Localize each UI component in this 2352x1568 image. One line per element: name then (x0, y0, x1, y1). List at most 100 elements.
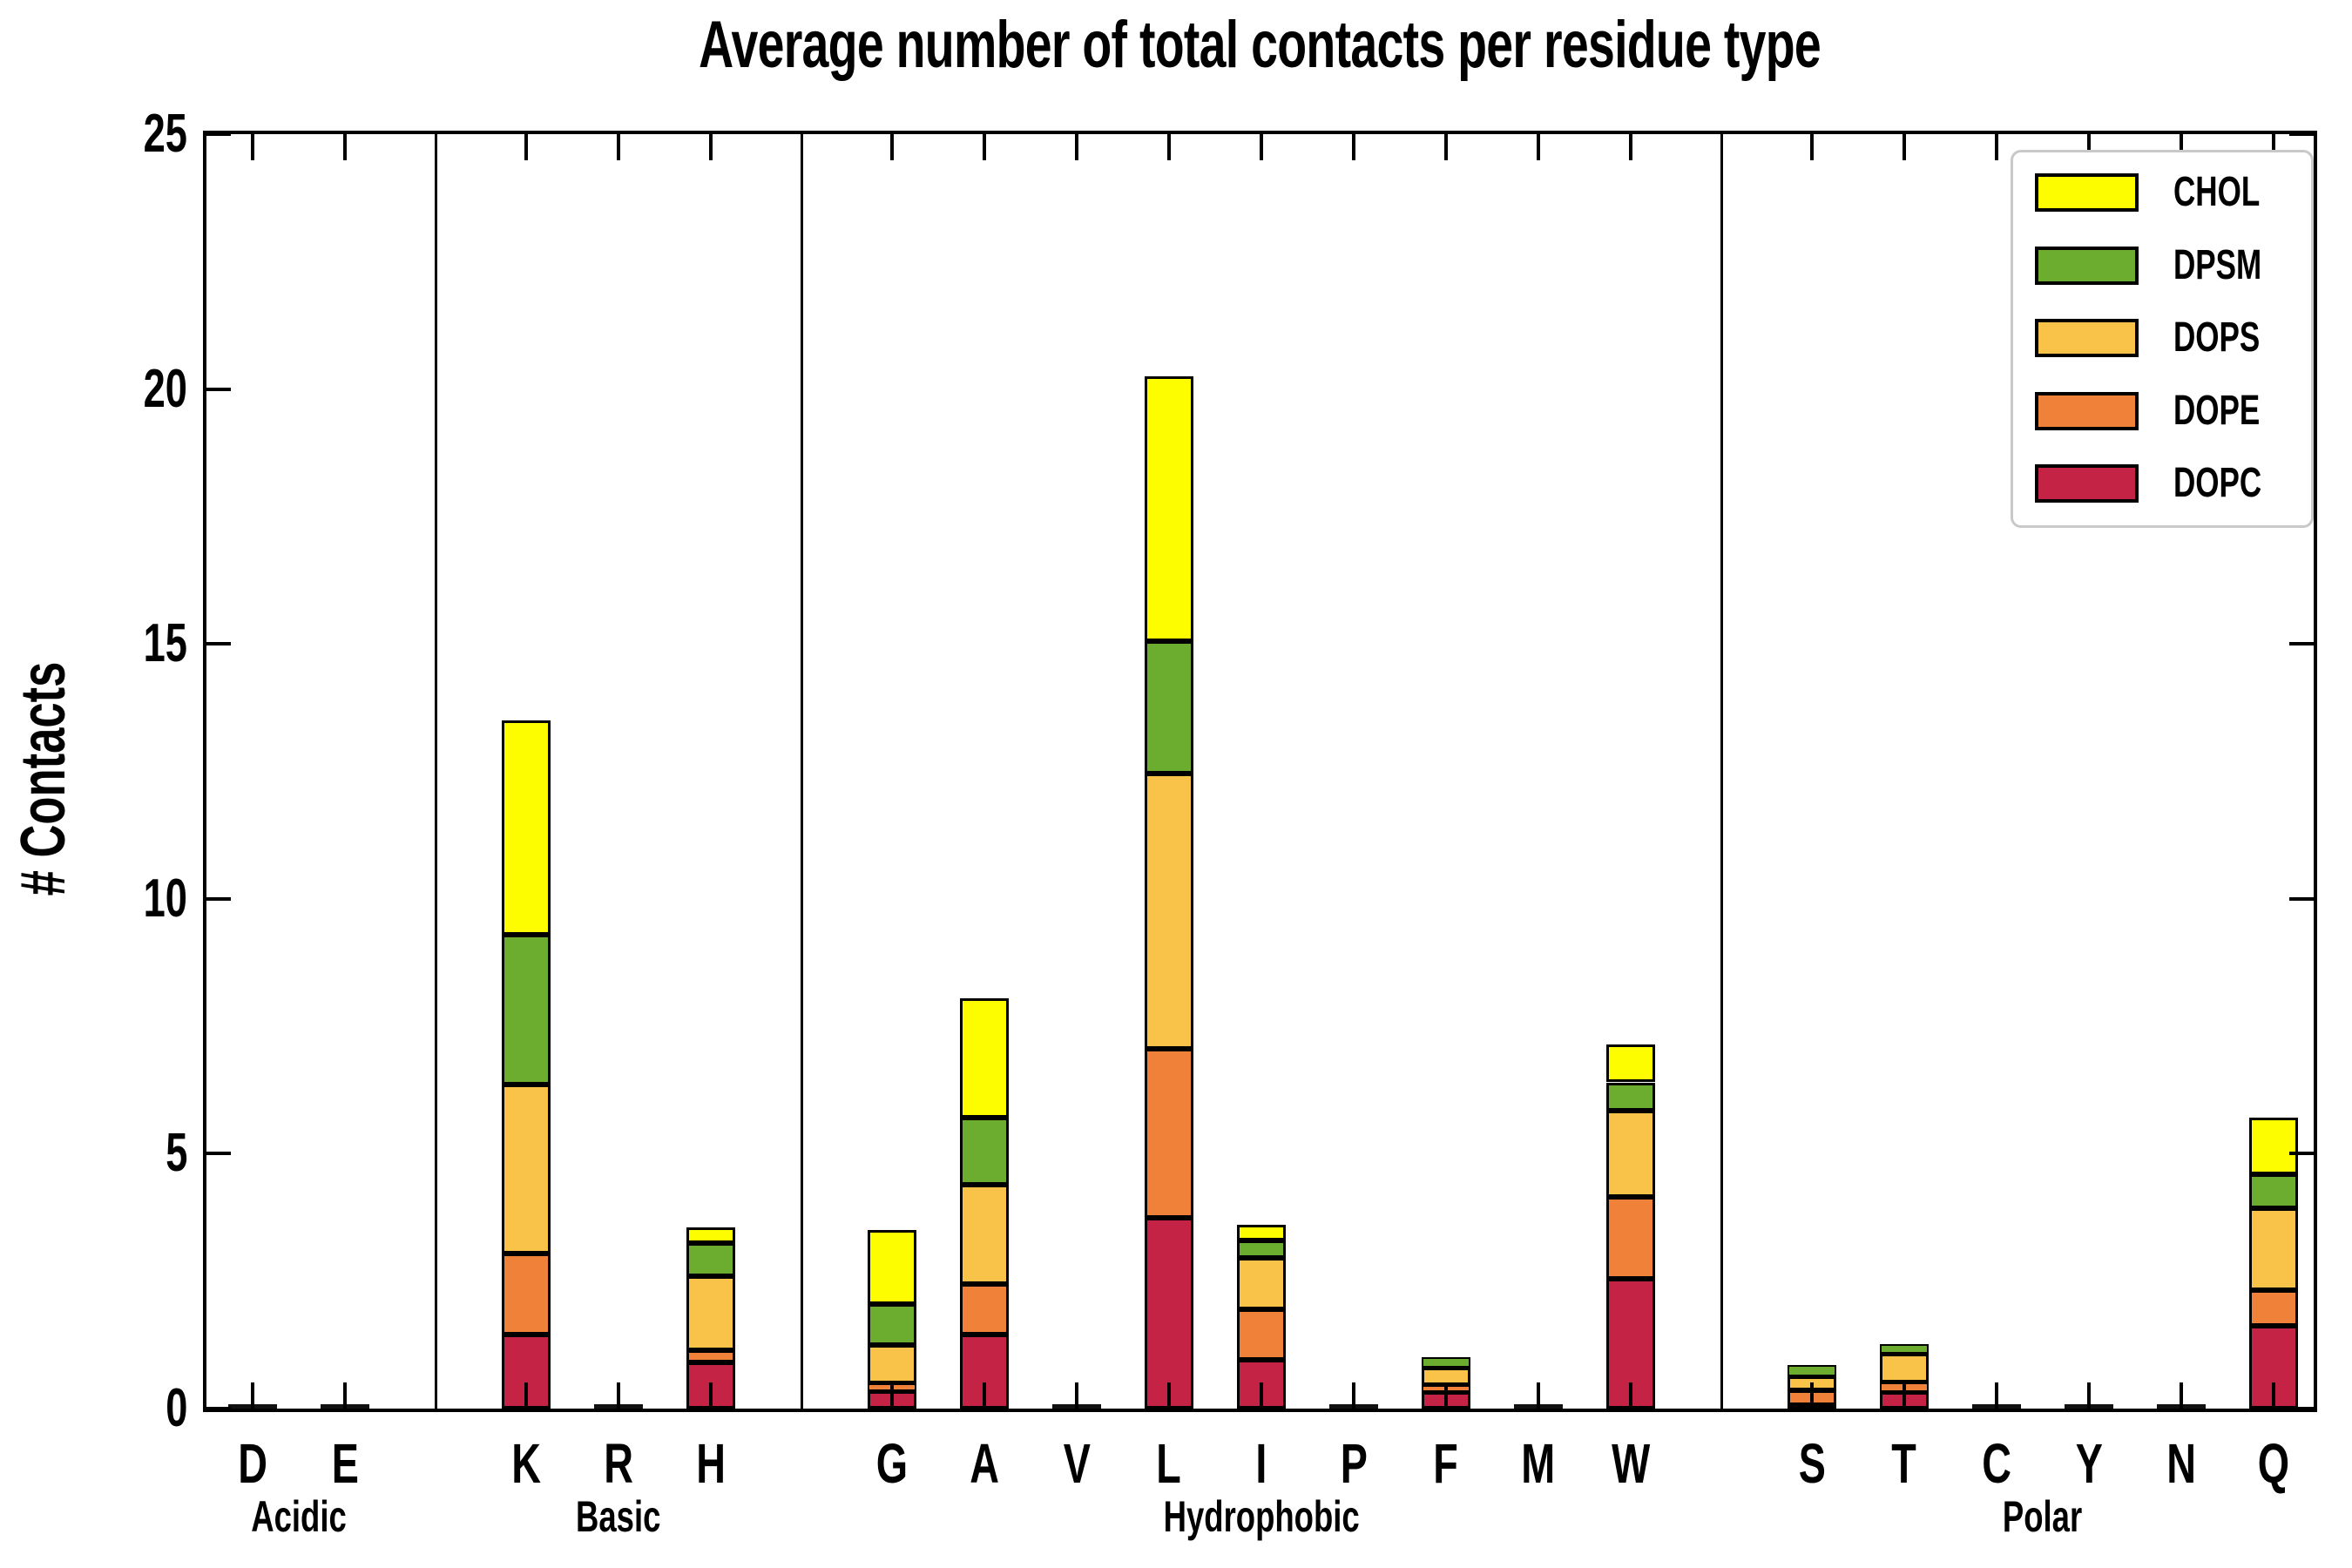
chart-title: Average number of total contacts per res… (206, 7, 2314, 83)
legend-swatch-dopc (2035, 464, 2139, 503)
x-tick-top-R (617, 134, 620, 160)
x-tick-bottom-Y (2087, 1382, 2091, 1409)
bar-F-segment-dpsm (1422, 1357, 1470, 1369)
legend: CHOL DPSM DOPS DOPE DOPC (2011, 150, 2314, 528)
bar-A-segment-dopc (960, 1335, 1009, 1409)
x-tick-label-K: K (478, 1436, 574, 1491)
residue-letter-text: T (1891, 1432, 1917, 1495)
x-tick-label-S: S (1764, 1436, 1860, 1491)
group-separator (434, 134, 437, 1409)
bar-Q-segment-dpsm (2249, 1173, 2298, 1209)
x-tick-bottom-A (983, 1382, 986, 1409)
x-tick-label-I: I (1213, 1436, 1309, 1491)
x-tick-top-I (1260, 134, 1263, 160)
x-tick-bottom-C (1995, 1382, 1998, 1409)
x-tick-bottom-K (524, 1382, 528, 1409)
y-tick-label-text: 15 (143, 613, 187, 674)
residue-letter-text: V (1063, 1432, 1091, 1495)
bar-W-segment-chol (1606, 1044, 1655, 1083)
group-label-text: Acidic (251, 1492, 347, 1541)
y-tick-left-15 (206, 642, 231, 646)
x-tick-label-E: E (297, 1436, 393, 1491)
y-tick-label-text: 0 (165, 1378, 187, 1438)
y-tick-label-text: 10 (143, 868, 187, 929)
legend-label-chol: CHOL (2173, 172, 2292, 213)
residue-letter-text: P (1340, 1432, 1368, 1495)
group-label-text: Polar (2003, 1492, 2083, 1541)
x-tick-top-E (343, 134, 347, 160)
group-label-basic: Basic (436, 1495, 801, 1538)
x-tick-label-P: P (1306, 1436, 1402, 1491)
residue-letter-text: W (1611, 1432, 1651, 1495)
bar-I-segment-dops (1237, 1258, 1286, 1309)
group-separator (800, 134, 803, 1409)
y-tick-left-0 (206, 1407, 231, 1410)
group-label-polar: Polar (1860, 1495, 2226, 1538)
x-tick-label-Y: Y (2041, 1436, 2137, 1491)
bar-H-segment-dope (686, 1349, 735, 1363)
residue-letter-text: I (1255, 1432, 1267, 1495)
x-tick-label-A: A (936, 1436, 1032, 1491)
x-tick-bottom-Q (2272, 1382, 2275, 1409)
y-tick-label-20: 20 (0, 362, 187, 416)
x-tick-label-C: C (1949, 1436, 2044, 1491)
bar-H-segment-dops (686, 1275, 735, 1350)
x-tick-top-A (983, 134, 986, 160)
x-tick-top-T (1903, 134, 1906, 160)
residue-letter-text: E (331, 1432, 359, 1495)
x-tick-bottom-P (1352, 1382, 1355, 1409)
x-tick-bottom-L (1167, 1382, 1171, 1409)
x-tick-label-D: D (205, 1436, 301, 1491)
residue-letter-text: C (1982, 1432, 2011, 1495)
y-tick-label-25: 25 (0, 107, 187, 161)
bar-L-segment-dope (1145, 1049, 1193, 1218)
y-tick-label-15: 15 (0, 617, 187, 671)
y-tick-left-20 (206, 387, 231, 391)
y-tick-right-25 (2289, 132, 2314, 136)
bar-G-segment-dpsm (868, 1304, 916, 1345)
x-tick-top-G (890, 134, 894, 160)
legend-row-chol: CHOL (2013, 172, 2311, 213)
y-tick-right-0 (2289, 1407, 2314, 1410)
group-separator (1720, 134, 1723, 1409)
legend-label-dpsm: DPSM (2173, 244, 2295, 287)
y-tick-label-text: 25 (143, 104, 187, 164)
bar-Q-segment-dops (2249, 1208, 2298, 1290)
x-tick-top-L (1167, 134, 1171, 160)
bar-Q-segment-dope (2249, 1289, 2298, 1326)
legend-label-dopc: DOPC (2173, 463, 2295, 504)
legend-label-dops: DOPS (2173, 317, 2292, 359)
y-tick-left-5 (206, 1152, 231, 1156)
bar-L-segment-dpsm (1145, 641, 1193, 774)
x-tick-bottom-F (1444, 1382, 1448, 1409)
residue-letter-text: L (1156, 1432, 1182, 1495)
y-tick-right-15 (2289, 642, 2314, 646)
x-tick-top-W (1629, 134, 1632, 160)
y-tick-right-5 (2289, 1152, 2314, 1156)
bar-K-segment-dpsm (502, 934, 551, 1085)
bar-H-segment-dpsm (686, 1242, 735, 1276)
residue-letter-text: A (970, 1432, 999, 1495)
legend-swatch-dope (2035, 391, 2139, 430)
residue-letter-text: Q (2257, 1432, 2290, 1495)
legend-row-dopc: DOPC (2013, 463, 2311, 504)
residue-letter-text: Y (2075, 1432, 2103, 1495)
bar-I-segment-dpsm (1237, 1240, 1286, 1259)
legend-row-dope: DOPE (2013, 387, 2311, 434)
chart-title-text: Average number of total contacts per res… (699, 8, 1822, 82)
x-tick-bottom-W (1629, 1382, 1632, 1409)
bar-W-segment-dops (1606, 1110, 1655, 1198)
legend-label-dope: DOPE (2173, 387, 2292, 434)
plot-area (203, 131, 2317, 1412)
x-tick-label-M: M (1490, 1436, 1586, 1491)
residue-letter-text: K (511, 1432, 541, 1495)
x-tick-label-V: V (1029, 1436, 1125, 1491)
legend-label-text: DOPE (2173, 387, 2261, 434)
x-tick-top-K (524, 134, 528, 160)
x-tick-bottom-H (709, 1382, 713, 1409)
bar-K-segment-dops (502, 1085, 551, 1254)
x-tick-top-P (1352, 134, 1355, 160)
bar-K-segment-dope (502, 1253, 551, 1335)
group-label-acidic: Acidic (116, 1495, 482, 1538)
legend-swatch-chol (2035, 173, 2139, 212)
